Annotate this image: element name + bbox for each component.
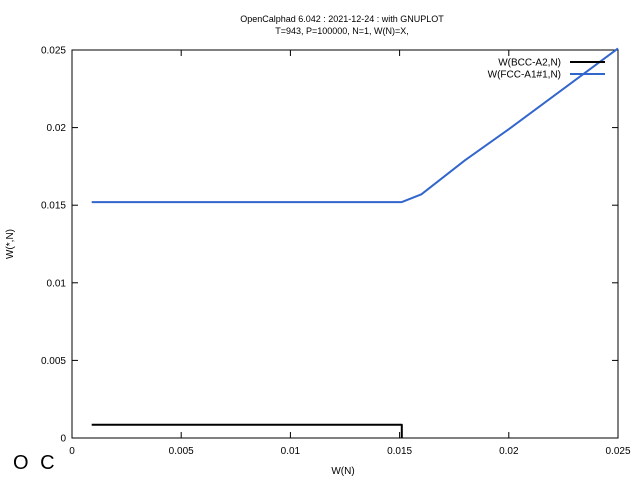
x-tick-label: 0.02: [499, 446, 519, 457]
y-tick-label: 0.015: [41, 201, 66, 212]
plot-frame: [71, 49, 619, 439]
y-tick-label: 0.025: [41, 46, 66, 57]
x-tick-label: 0.01: [281, 446, 301, 457]
legend: W(BCC-A2,N)W(FCC-A1#1,N): [488, 58, 605, 81]
y-tick-label: 0.02: [47, 123, 67, 134]
x-tick-label: 0: [69, 446, 75, 457]
y-tick-label: 0.01: [47, 278, 67, 289]
x-tick-label: 0.005: [169, 446, 194, 457]
x-axis-label: W(N): [331, 466, 354, 477]
x-tick-label: 0.025: [605, 446, 630, 457]
y-tick-label: 0.005: [41, 356, 66, 367]
legend-label-0: W(BCC-A2,N): [498, 58, 561, 69]
opencalphad-logo: O C: [13, 452, 58, 474]
series-line-0: [91, 423, 403, 438]
series-layer: [91, 47, 619, 438]
chart-subtitle: T=943, P=100000, N=1, W(N)=X,: [275, 26, 409, 36]
legend-label-1: W(FCC-A1#1,N): [488, 70, 561, 81]
series-line-1: [91, 47, 619, 204]
y-tick-label: 0: [60, 434, 66, 445]
x-tick-label: 0.015: [387, 446, 412, 457]
y-axis-label: W(*,N): [5, 229, 16, 259]
chart-title: OpenCalphad 6.042 : 2021-12-24 : with GN…: [240, 14, 444, 24]
axis-ticks: 0 0.005 0.01 0.015 0.02 0.025 0 0.005 0.01 0.015 0…: [41, 46, 631, 458]
